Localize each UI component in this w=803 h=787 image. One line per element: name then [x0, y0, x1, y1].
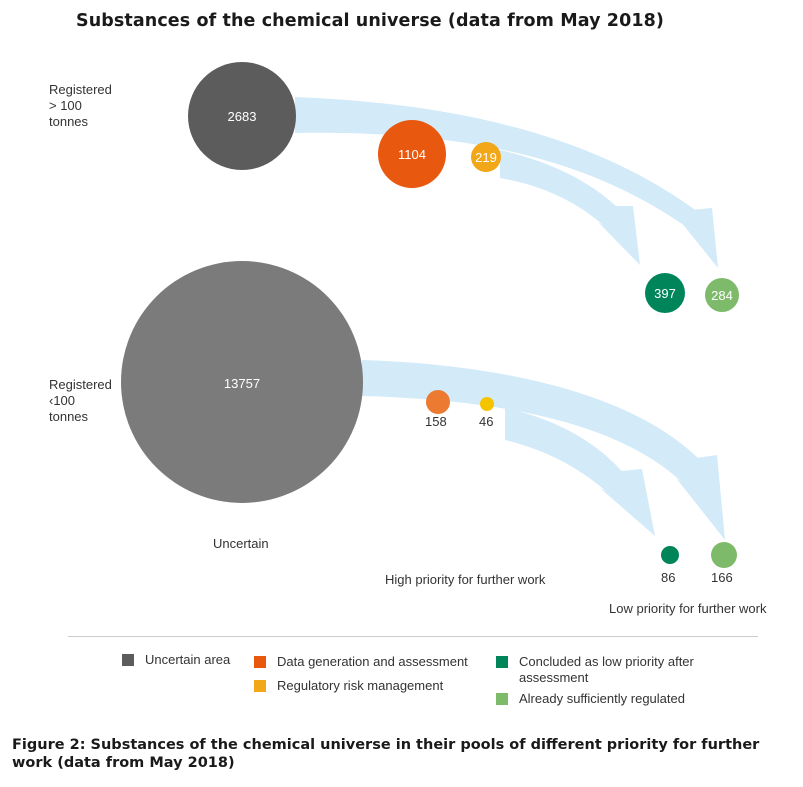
- legend-label: Regulatory risk management: [277, 678, 444, 693]
- legend-label: Uncertain area: [145, 652, 231, 667]
- bubble-bottom-data-generation-value: 158: [425, 414, 447, 429]
- bubble-bottom-concluded-low: [661, 546, 679, 564]
- zone-label-low-priority: Low priority for further work: [609, 601, 767, 616]
- bubble-top-regulatory-risk: [471, 142, 501, 172]
- row-label-registered-over-100: Registered > 100 tonnes: [49, 82, 112, 129]
- bubble-top-already-regulated-value: 284: [711, 288, 733, 303]
- flow-arrow-bottom-to-regulated: [362, 360, 725, 540]
- zone-label-high-priority: High priority for further work: [385, 572, 546, 587]
- bubble-top-data-generation: [378, 120, 446, 188]
- bubble-top-concluded-low-value: 397: [654, 286, 676, 301]
- bubble-bottom-regulatory-risk-value: 46: [479, 414, 494, 429]
- flow-arrow-bottom-to-concluded: [505, 408, 655, 536]
- bubble-top-data-generation-value: 1104: [398, 147, 426, 162]
- figure-caption: Figure 2: Substances of the chemical uni…: [12, 737, 760, 771]
- bottom-flow-arrows: [362, 360, 725, 540]
- legend-label: Data generation and assessment: [277, 654, 468, 669]
- legend-item-concluded-low: Concluded as low priority after assessme…: [496, 654, 694, 686]
- legend-item-data-generation: Data generation and assessment: [254, 654, 468, 670]
- legend-item-already-regulated: Already sufficiently regulated: [496, 691, 685, 707]
- bubble-bottom-data-generation: [426, 390, 450, 414]
- legend-swatch-already-regulated: [496, 693, 508, 705]
- bubble-bottom-uncertain: [121, 261, 363, 503]
- bubble-top-regulatory-risk-value: 219: [475, 150, 497, 165]
- legend-item-regulatory-risk: Regulatory risk management: [254, 678, 443, 694]
- legend-label: Already sufficiently regulated: [519, 691, 685, 706]
- flow-arrow-top-to-regulated: [295, 97, 718, 268]
- bubble-bottom-uncertain-value: 13757: [224, 376, 260, 391]
- bubble-bottom-already-regulated-value: 166: [711, 570, 733, 585]
- chart-title: Substances of the chemical universe (dat…: [76, 11, 664, 31]
- bubble-bottom-already-regulated: [711, 542, 737, 568]
- bubble-top-already-regulated: [705, 278, 739, 312]
- legend-swatch-regulatory-risk: [254, 680, 266, 692]
- legend-swatch-data-generation: [254, 656, 266, 668]
- bubble-bottom-concluded-low-value: 86: [661, 570, 676, 585]
- flow-arrow-top-to-concluded: [500, 150, 640, 265]
- top-flow-arrows: [295, 97, 718, 268]
- bubble-top-concluded-low: [645, 273, 685, 313]
- row-label-registered-under-100: Registered ‹100 tonnes: [49, 377, 112, 424]
- legend-item-uncertain-area: Uncertain area: [122, 652, 230, 668]
- legend-divider: [68, 636, 758, 637]
- zone-label-uncertain: Uncertain: [213, 536, 269, 551]
- legend-swatch-concluded-low: [496, 656, 508, 668]
- legend-label: Concluded as low priority after assessme…: [519, 654, 694, 685]
- bubble-top-uncertain-value: 2683: [228, 109, 257, 124]
- bubble-bottom-regulatory-risk: [480, 397, 494, 411]
- legend-swatch-uncertain-area: [122, 654, 134, 666]
- bubble-top-uncertain: [188, 62, 296, 170]
